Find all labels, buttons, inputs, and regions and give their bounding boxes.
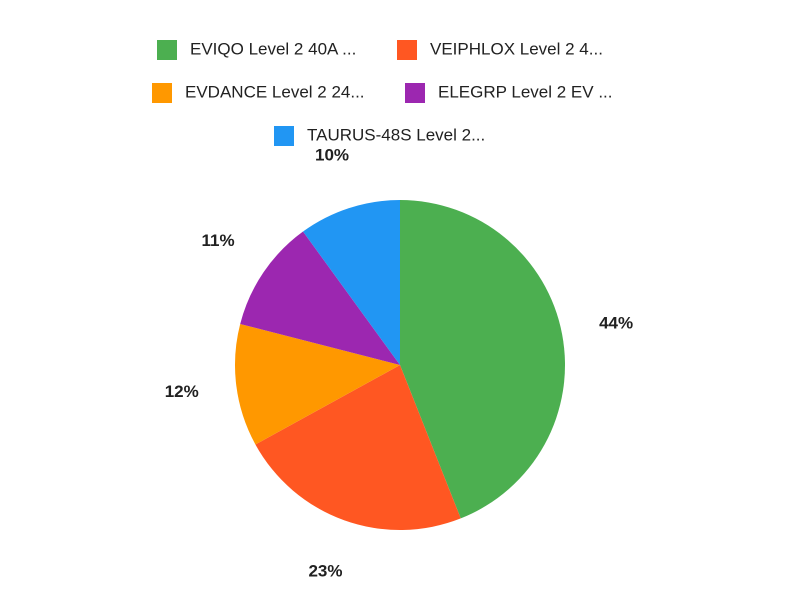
data-label: 23%	[308, 561, 342, 580]
data-label: 12%	[165, 382, 199, 401]
legend-swatch	[274, 126, 294, 146]
legend-label: VEIPHLOX Level 2 4...	[430, 39, 603, 58]
legend-swatch	[405, 83, 425, 103]
pie-slice	[400, 199, 566, 519]
legend-swatch	[157, 40, 177, 60]
pie-slice	[303, 200, 400, 365]
pie-slice	[240, 231, 400, 365]
legend-label: EVIQO Level 2 40A ...	[190, 39, 356, 58]
legend-label: EVDANCE Level 2 24...	[185, 82, 365, 101]
pie-slice	[255, 365, 461, 530]
legend-swatch	[152, 83, 172, 103]
legend-label: TAURUS-48S Level 2...	[307, 125, 485, 144]
legend-swatch	[397, 40, 417, 60]
data-label: 10%	[315, 145, 349, 164]
legend-label: ELEGRP Level 2 EV ...	[438, 82, 613, 101]
data-label: 44%	[599, 313, 633, 332]
pie-slice	[235, 323, 400, 445]
data-label: 11%	[201, 231, 234, 250]
